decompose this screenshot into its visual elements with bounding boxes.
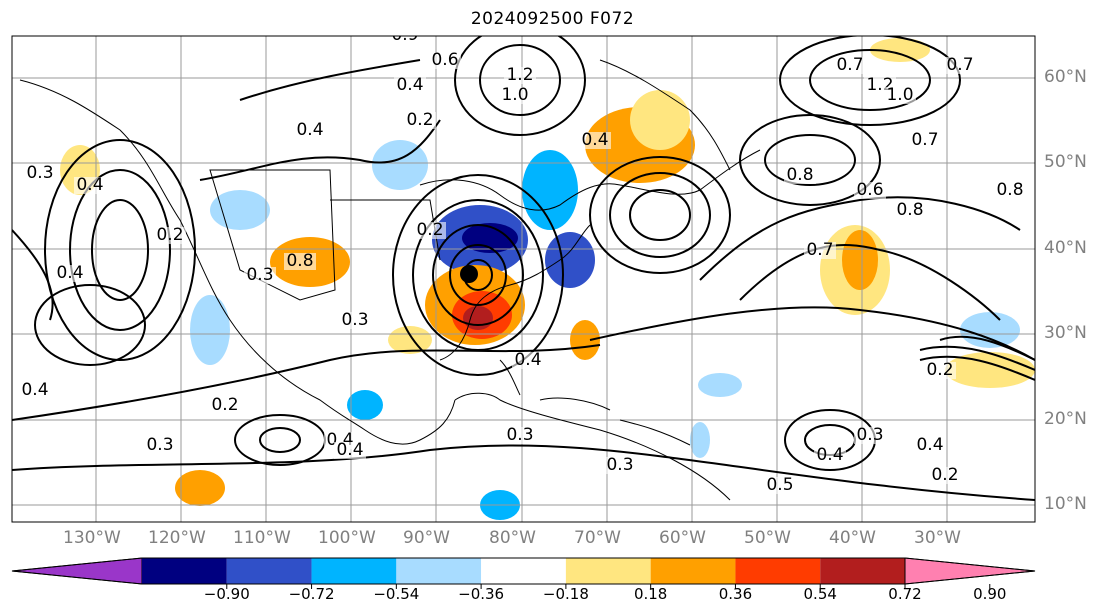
contour-label: 0.3 xyxy=(146,435,173,455)
contour-label: 0.9 xyxy=(391,25,418,45)
lat-label: 60°N xyxy=(1044,67,1087,87)
contour-label: 0.3 xyxy=(606,455,633,475)
colorbar-segment xyxy=(650,558,736,584)
lon-label: 100°W xyxy=(318,528,376,548)
colorbar-extend-high xyxy=(904,557,1036,585)
colorbar-segment xyxy=(565,558,651,584)
lat-label: 30°N xyxy=(1044,323,1087,343)
contour-label: 1.2 xyxy=(506,65,533,85)
contour-label: 0.8 xyxy=(996,180,1023,200)
contour-label: 0.6 xyxy=(431,50,458,70)
colorbar-tick: 0.54 xyxy=(803,585,837,603)
colorbar-tick: 0.18 xyxy=(633,585,668,603)
contour-label: 0.7 xyxy=(806,240,833,260)
contour-label: 0.6 xyxy=(856,180,883,200)
lon-label: 40°W xyxy=(829,528,876,548)
contour-label: 0.4 xyxy=(76,175,103,195)
contour-label: 0.3 xyxy=(341,310,368,330)
contour-label: 1.0 xyxy=(501,85,528,105)
colorbar-extend-low xyxy=(11,557,143,585)
lon-label: 110°W xyxy=(233,528,291,548)
contour-label: 0.4 xyxy=(296,120,323,140)
lon-label: 30°W xyxy=(914,528,961,548)
lon-label: 120°W xyxy=(148,528,206,548)
contour-label: 0.3 xyxy=(506,425,533,445)
lon-label: 50°W xyxy=(744,528,791,548)
contour-label: 0.4 xyxy=(581,130,608,150)
contour-label: 0.3 xyxy=(856,425,883,445)
contour-label: 0.2 xyxy=(416,220,443,240)
contour-label: 0.2 xyxy=(926,360,953,380)
lat-label: 10°N xyxy=(1044,494,1087,514)
contour-label: 0.3 xyxy=(246,265,273,285)
contour-label: 0.2 xyxy=(931,465,958,485)
contour-label: 0.8 xyxy=(896,200,923,220)
lat-label: 40°N xyxy=(1044,238,1087,258)
colorbar-tick: 0.90 xyxy=(973,585,1007,603)
storm-center-marker xyxy=(460,265,478,283)
lon-label: 60°W xyxy=(659,528,706,548)
contour-label: 0.2 xyxy=(211,395,238,415)
contour-label: 0.7 xyxy=(911,130,938,150)
colorbar-segment xyxy=(735,558,821,584)
contour-label-layer: 1.21.00.60.90.40.20.40.30.40.80.70.40.40… xyxy=(19,25,1026,495)
contour-label: 0.8 xyxy=(786,165,813,185)
lon-label: 70°W xyxy=(574,528,621,548)
colorbar-segment xyxy=(481,558,566,584)
contour-label: 0.4 xyxy=(56,263,83,283)
shading-layer xyxy=(60,38,1035,520)
colorbar-segment xyxy=(396,558,482,584)
contour-label: 0.4 xyxy=(21,380,48,400)
colorbar xyxy=(11,557,1036,589)
colorbar-segment xyxy=(820,558,905,584)
contour-label: 0.7 xyxy=(946,55,973,75)
colorbar-tick: −0.36 xyxy=(458,585,505,603)
colorbar-segment xyxy=(311,558,397,584)
lon-label: 90°W xyxy=(403,528,450,548)
lon-label: 130°W xyxy=(63,528,121,548)
colorbar-tick: 0.72 xyxy=(888,585,922,603)
colorbar-tick: −0.54 xyxy=(373,585,420,603)
contour-label: 1.0 xyxy=(886,85,913,105)
lon-label: 80°W xyxy=(489,528,536,548)
contour-label: 0.4 xyxy=(816,445,843,465)
contour-label: 0.3 xyxy=(26,163,53,183)
colorbar-tick: −0.18 xyxy=(542,585,589,603)
coastlines xyxy=(19,59,761,501)
contour-label: 0.8 xyxy=(286,251,313,271)
colorbar-segment xyxy=(226,558,312,584)
colorbar-segment xyxy=(142,558,227,584)
colorbar-tick: 0.36 xyxy=(718,585,753,603)
colorbar-tick: −0.90 xyxy=(203,585,250,603)
contour-label: 0.2 xyxy=(156,225,183,245)
colorbar-tick: −0.72 xyxy=(288,585,335,603)
lat-label: 20°N xyxy=(1044,409,1087,429)
contour-label: 0.4 xyxy=(336,440,363,460)
contour-label: 0.7 xyxy=(836,55,863,75)
contour-label: 0.4 xyxy=(916,435,943,455)
contour-label: 0.2 xyxy=(406,110,433,130)
contour-label: 0.4 xyxy=(396,75,423,95)
map-title: 2024092500 F072 xyxy=(470,9,635,29)
contour-label: 0.5 xyxy=(766,475,793,495)
contour-label: 0.4 xyxy=(514,350,541,370)
lat-label: 50°N xyxy=(1044,152,1087,172)
